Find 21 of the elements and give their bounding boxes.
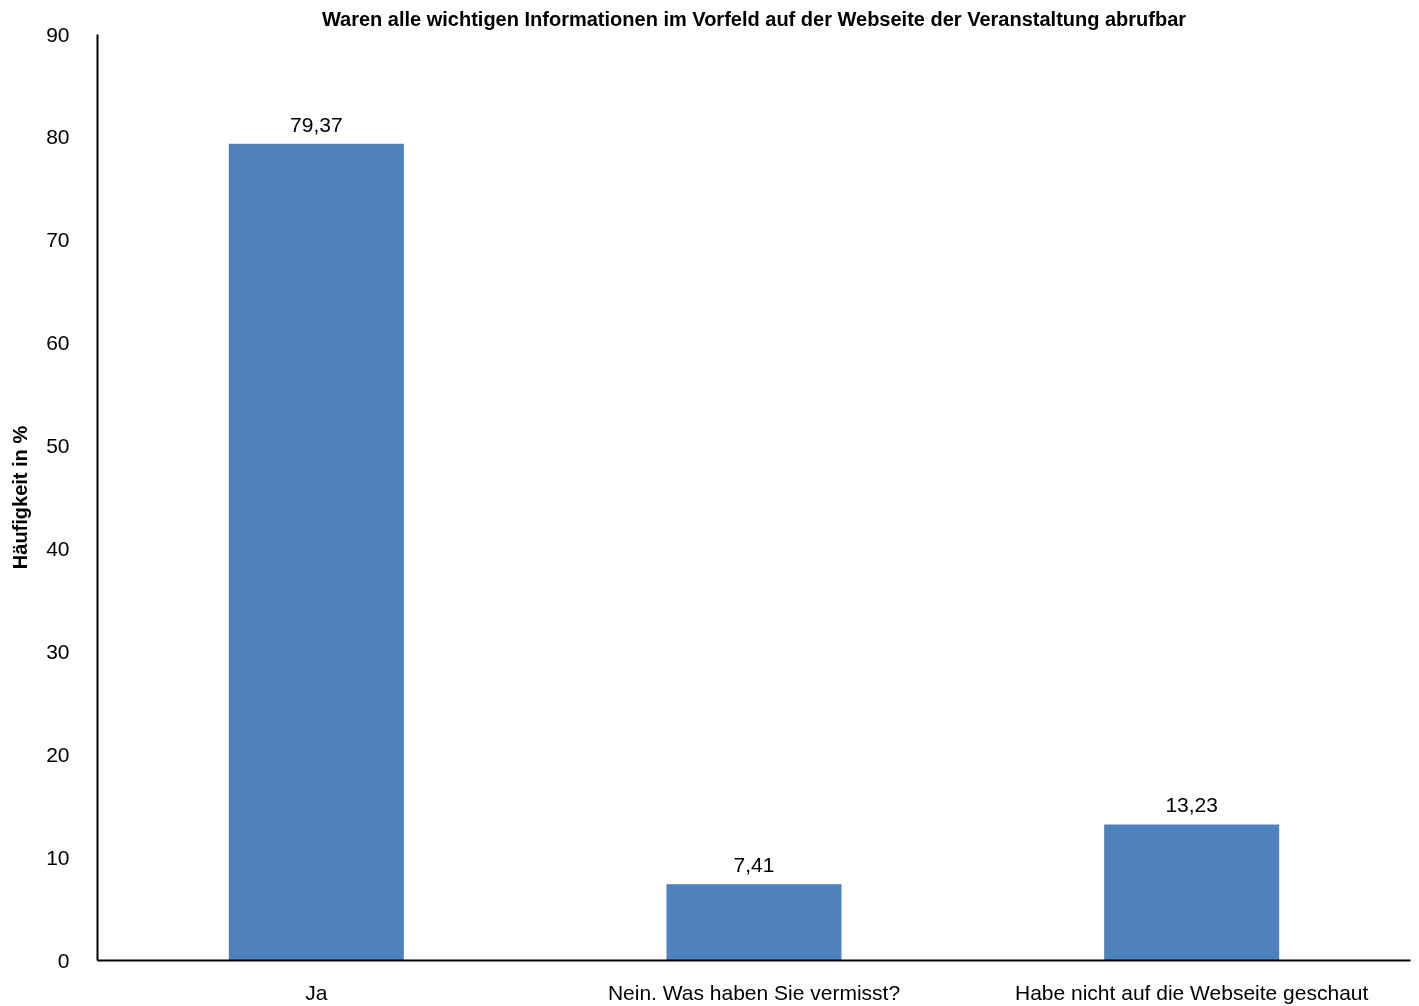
y-axis-title: Häufigkeit in % [9,425,32,570]
y-tick-label: 10 [46,845,70,869]
y-tick-label: 80 [46,125,70,149]
x-tick-label: Ja [305,980,328,1004]
bar [1104,824,1280,961]
data-label: 79,37 [290,112,343,136]
y-tick-label: 90 [46,22,70,46]
y-tick-label: 20 [46,742,70,766]
y-tick-label: 30 [46,639,70,663]
y-tick-label: 0 [57,948,70,972]
chart-title: Waren alle wichtigen Informationen im Vorfeld auf der Webseite der Veranstaltung abrufbar [321,7,1187,30]
bar [666,884,842,961]
x-tick-label: Nein. Was haben Sie vermisst? [607,980,901,1004]
data-label: 7,41 [733,853,775,877]
data-label: 13,23 [1165,793,1218,817]
y-tick-label: 40 [46,536,70,560]
bar [228,143,404,961]
y-tick-label: 60 [46,331,70,355]
y-tick-label: 50 [46,434,70,458]
x-tick-label: Habe nicht auf die Webseite geschaut [1015,980,1369,1004]
y-tick-label: 70 [46,228,70,252]
